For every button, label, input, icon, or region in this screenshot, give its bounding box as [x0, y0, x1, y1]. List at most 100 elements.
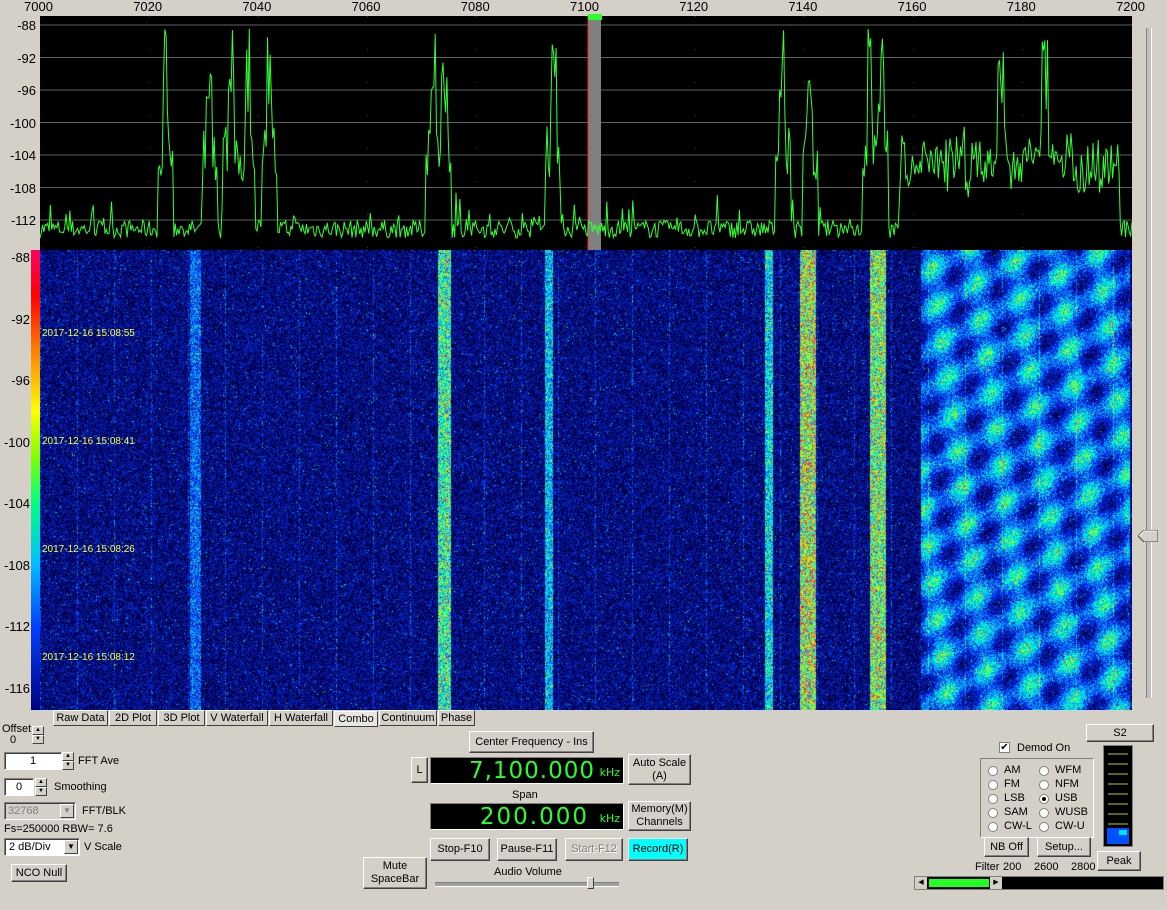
span-unit: kHz [599, 812, 620, 825]
record-button[interactable]: Record(R) [628, 838, 688, 861]
db-tick-label: -116 [4, 680, 30, 696]
radio-usb[interactable] [1039, 794, 1049, 804]
nb-off-button[interactable]: NB Off [984, 837, 1029, 857]
peak-button[interactable]: Peak [1097, 851, 1141, 871]
db-tick-label: -88 [11, 250, 30, 265]
fft-blk-label: FFT/BLK [82, 805, 127, 817]
l-button[interactable]: L [411, 757, 428, 783]
center-frequency-button[interactable]: Center Frequency - Ins [469, 731, 594, 753]
color-scale-bar [31, 250, 40, 710]
offset-value: 0 [10, 734, 17, 746]
radio-wfm[interactable] [1039, 766, 1049, 776]
mode-label-fm: FM [1004, 778, 1020, 790]
smoothing-up-button[interactable]: ▲ [35, 778, 47, 787]
filter-mid-value: 2600 [1034, 861, 1059, 873]
db-tick-label: -112 [10, 213, 36, 228]
radio-cw-u[interactable] [1039, 822, 1049, 832]
tab-phase[interactable]: Phase [438, 710, 475, 726]
radio-wusb[interactable] [1039, 808, 1049, 818]
filter-passband[interactable] [929, 879, 989, 887]
tab-continuum[interactable]: Continuum [379, 710, 437, 726]
mode-label-cw-l: CW-L [1004, 820, 1032, 832]
radio-nfm[interactable] [1039, 780, 1049, 790]
freq-tick-label: 7140 [788, 0, 818, 14]
spectrum-trace [40, 28, 1132, 240]
offset-down-button[interactable]: ▼ [32, 735, 44, 744]
audio-volume-track[interactable] [435, 882, 619, 887]
radio-am[interactable] [988, 766, 998, 776]
start-button[interactable]: Start-F12 [565, 838, 623, 861]
channels-label: Channels [636, 816, 683, 828]
waterfall-db-axis: -88 -92 -96 -100 -104 -108 -112 -116 [0, 250, 31, 710]
auto-scale-button[interactable]: Auto Scale (A) [628, 754, 691, 785]
mute-label: Mute [382, 860, 408, 873]
db-tick-label: -104 [3, 496, 30, 511]
mode-label-cw-u: CW-U [1055, 820, 1085, 832]
freq-tick-label: 7100 [570, 0, 599, 14]
s-meter-button[interactable]: S2 [1086, 724, 1154, 742]
vscale-select[interactable]: 2 dB/Div ▼ [4, 838, 80, 856]
waterfall-plot[interactable]: 2017-12-16 15:08:55 2017-12-16 15:08:41 20… [40, 250, 1132, 710]
db-tick-label: -96 [11, 373, 30, 388]
spectrum-db-axis: -88 -92 -96 -100 -104 -108 -112 [0, 16, 40, 250]
scroll-left-icon[interactable]: ◀ [915, 877, 927, 889]
freq-tick-label: 7160 [897, 0, 927, 14]
demod-mode-group: AM FM LSB SAM CW-L WFM NFM USB WUSB CW-U [980, 758, 1094, 838]
freq-tick-label: 7060 [351, 0, 381, 14]
setup-button[interactable]: Setup... [1037, 837, 1091, 857]
mute-button[interactable]: Mute SpaceBar [363, 857, 427, 889]
db-tick-label: -96 [17, 83, 36, 98]
radio-cw-l[interactable] [988, 822, 998, 832]
freq-tick-label: 7000 [24, 0, 53, 14]
stop-button[interactable]: Stop-F10 [430, 838, 490, 861]
level-slider-track[interactable] [1146, 28, 1152, 698]
frequency-value: 7,100.000 [468, 758, 595, 784]
scroll-right-icon[interactable]: ▶ [990, 877, 1002, 889]
pause-button[interactable]: Pause-F11 [497, 838, 557, 861]
tab-h-waterfall[interactable]: H Waterfall [269, 710, 333, 726]
audio-volume-label: Audio Volume [494, 866, 562, 878]
db-tick-label: -92 [11, 311, 30, 327]
level-slider-thumb[interactable] [1137, 529, 1159, 543]
frequency-display[interactable]: 7,100.000 kHz [430, 757, 624, 784]
demod-on-checkbox[interactable]: ✔ [999, 742, 1010, 753]
db-tick-label: -100 [3, 434, 30, 450]
radio-fm[interactable] [988, 780, 998, 790]
memory-label: Memory(M) [631, 803, 688, 816]
mode-label-wusb: WUSB [1055, 806, 1088, 818]
spectrum-plot[interactable] [40, 16, 1132, 250]
chevron-down-icon[interactable]: ▼ [60, 804, 74, 818]
audio-volume-thumb[interactable] [586, 877, 594, 889]
smoothing-input[interactable]: 0 [4, 778, 34, 796]
fft-ave-input[interactable]: 1 [4, 752, 62, 770]
tab-raw-data[interactable]: Raw Data [53, 710, 108, 726]
span-display[interactable]: 200.000 kHz [430, 803, 624, 830]
span-label: Span [512, 789, 538, 801]
memory-channels-button[interactable]: Memory(M) Channels [628, 801, 691, 831]
fft-ave-up-button[interactable]: ▲ [62, 752, 74, 761]
tab-v-waterfall[interactable]: V Waterfall [206, 710, 268, 726]
offset-up-button[interactable]: ▲ [32, 726, 44, 735]
smoothing-down-button[interactable]: ▼ [35, 787, 47, 796]
db-tick-label: -100 [9, 115, 36, 131]
chevron-down-icon[interactable]: ▼ [64, 840, 78, 854]
filter-low-value: 200 [1003, 861, 1022, 873]
tab-3d-plot[interactable]: 3D Plot [158, 710, 205, 726]
fft-blk-select[interactable]: 32768 ▼ [4, 802, 76, 820]
frequency-axis: 7000 7020 7040 7060 7080 7100 7120 7140 7160 7180… [0, 0, 1167, 16]
radio-lsb[interactable] [988, 794, 998, 804]
db-tick-label: -112 [4, 619, 30, 634]
frequency-unit: kHz [599, 766, 620, 779]
mode-label-lsb: LSB [1004, 792, 1025, 804]
filter-scrollbar[interactable]: ◀ ▶ [914, 876, 1164, 890]
demod-on-label: Demod On [1017, 742, 1071, 754]
tab-2d-plot[interactable]: 2D Plot [109, 710, 157, 726]
freq-tick-label: 7180 [1006, 0, 1036, 14]
center-frequency-marker[interactable] [588, 14, 602, 20]
freq-tick-label: 7200 [1116, 0, 1145, 14]
fft-ave-down-button[interactable]: ▼ [62, 761, 74, 770]
tab-combo[interactable]: Combo [334, 711, 378, 727]
db-tick-label: -88 [17, 18, 36, 33]
radio-sam[interactable] [988, 808, 998, 818]
nco-null-button[interactable]: NCO Null [11, 864, 67, 882]
